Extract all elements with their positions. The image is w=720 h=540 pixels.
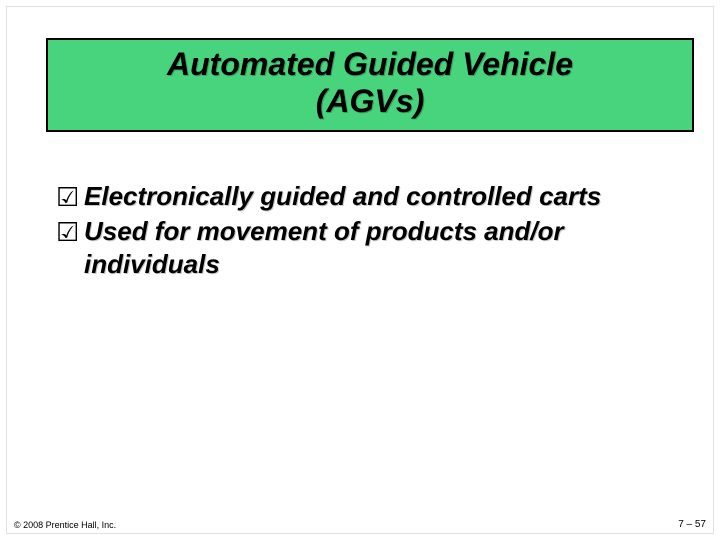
- footer-page-number: 7 – 57: [678, 519, 706, 530]
- bullet-text: Used for movement of products and/or ind…: [84, 215, 666, 280]
- bullet-text: Electronically guided and controlled car…: [84, 180, 666, 213]
- title-box: Automated Guided Vehicle (AGVs): [46, 38, 694, 132]
- checkbox-icon: ☑: [56, 215, 84, 248]
- slide-title: Automated Guided Vehicle (AGVs): [56, 46, 684, 120]
- title-line-2: (AGVs): [316, 83, 424, 119]
- body-area: ☑ Electronically guided and controlled c…: [56, 180, 666, 282]
- title-line-1: Automated Guided Vehicle: [167, 46, 573, 82]
- checkbox-icon: ☑: [56, 180, 84, 213]
- footer-copyright: © 2008 Prentice Hall, Inc.: [14, 520, 116, 530]
- bullet-item: ☑ Used for movement of products and/or i…: [56, 215, 666, 280]
- bullet-item: ☑ Electronically guided and controlled c…: [56, 180, 666, 213]
